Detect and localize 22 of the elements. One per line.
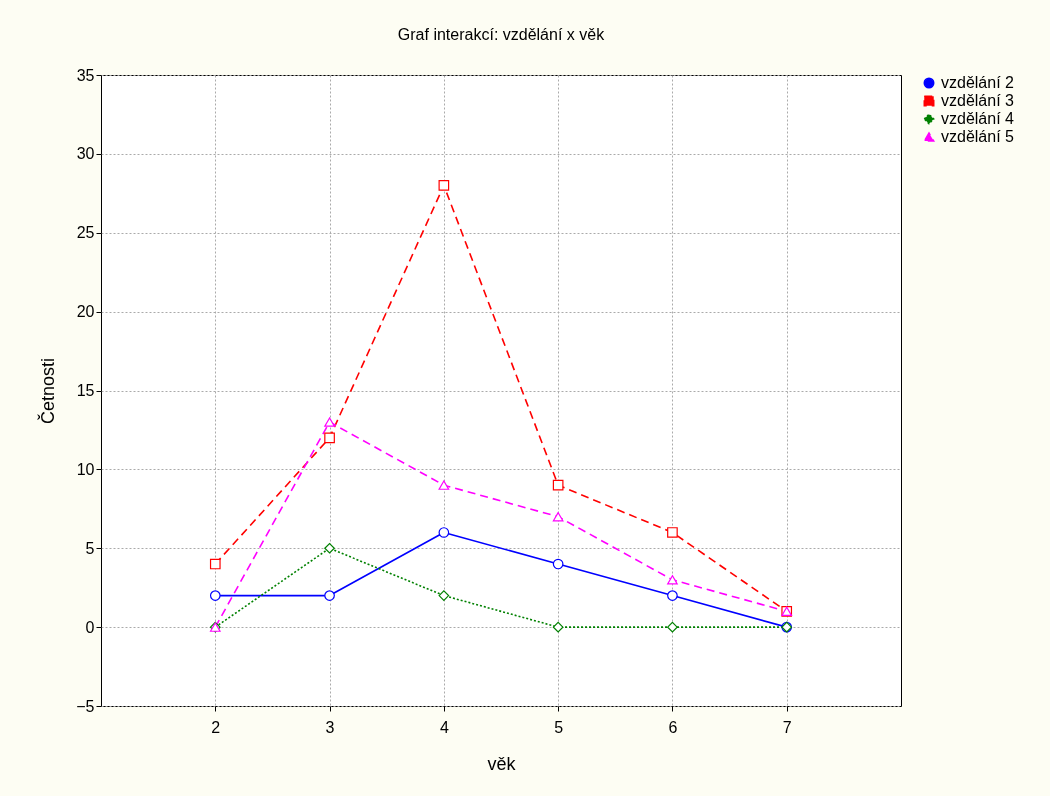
- chart-title: Graf interakcí: vzdělání x věk: [397, 26, 606, 43]
- y-tick-label: 15: [76, 382, 95, 399]
- y-tick-label: −5: [76, 697, 95, 715]
- y-tick-label: 0: [85, 618, 95, 636]
- y-tick-label: 10: [76, 460, 95, 478]
- legend-label: vzdělání 3: [941, 92, 1015, 109]
- y-axis-title: Četnosti: [37, 357, 59, 425]
- y-tick-label: 20: [76, 303, 95, 321]
- y-tick-label: 35: [76, 66, 95, 84]
- x-tick-label: 4: [439, 718, 449, 736]
- y-tick-label: 5: [85, 539, 95, 557]
- legend-label: vzdělání 2: [941, 74, 1015, 91]
- x-tick-label: 2: [211, 718, 221, 736]
- x-axis-title: věk: [487, 753, 517, 774]
- y-tick-label: 25: [76, 224, 95, 242]
- x-tick-label: 7: [782, 718, 792, 736]
- x-tick-label: 5: [554, 718, 564, 736]
- legend-label: vzdělání 5: [941, 128, 1015, 145]
- legend-label: vzdělání 4: [941, 110, 1015, 127]
- x-tick-label: 6: [668, 718, 678, 736]
- x-tick-label: 3: [325, 718, 335, 736]
- y-tick-label: 30: [76, 145, 95, 163]
